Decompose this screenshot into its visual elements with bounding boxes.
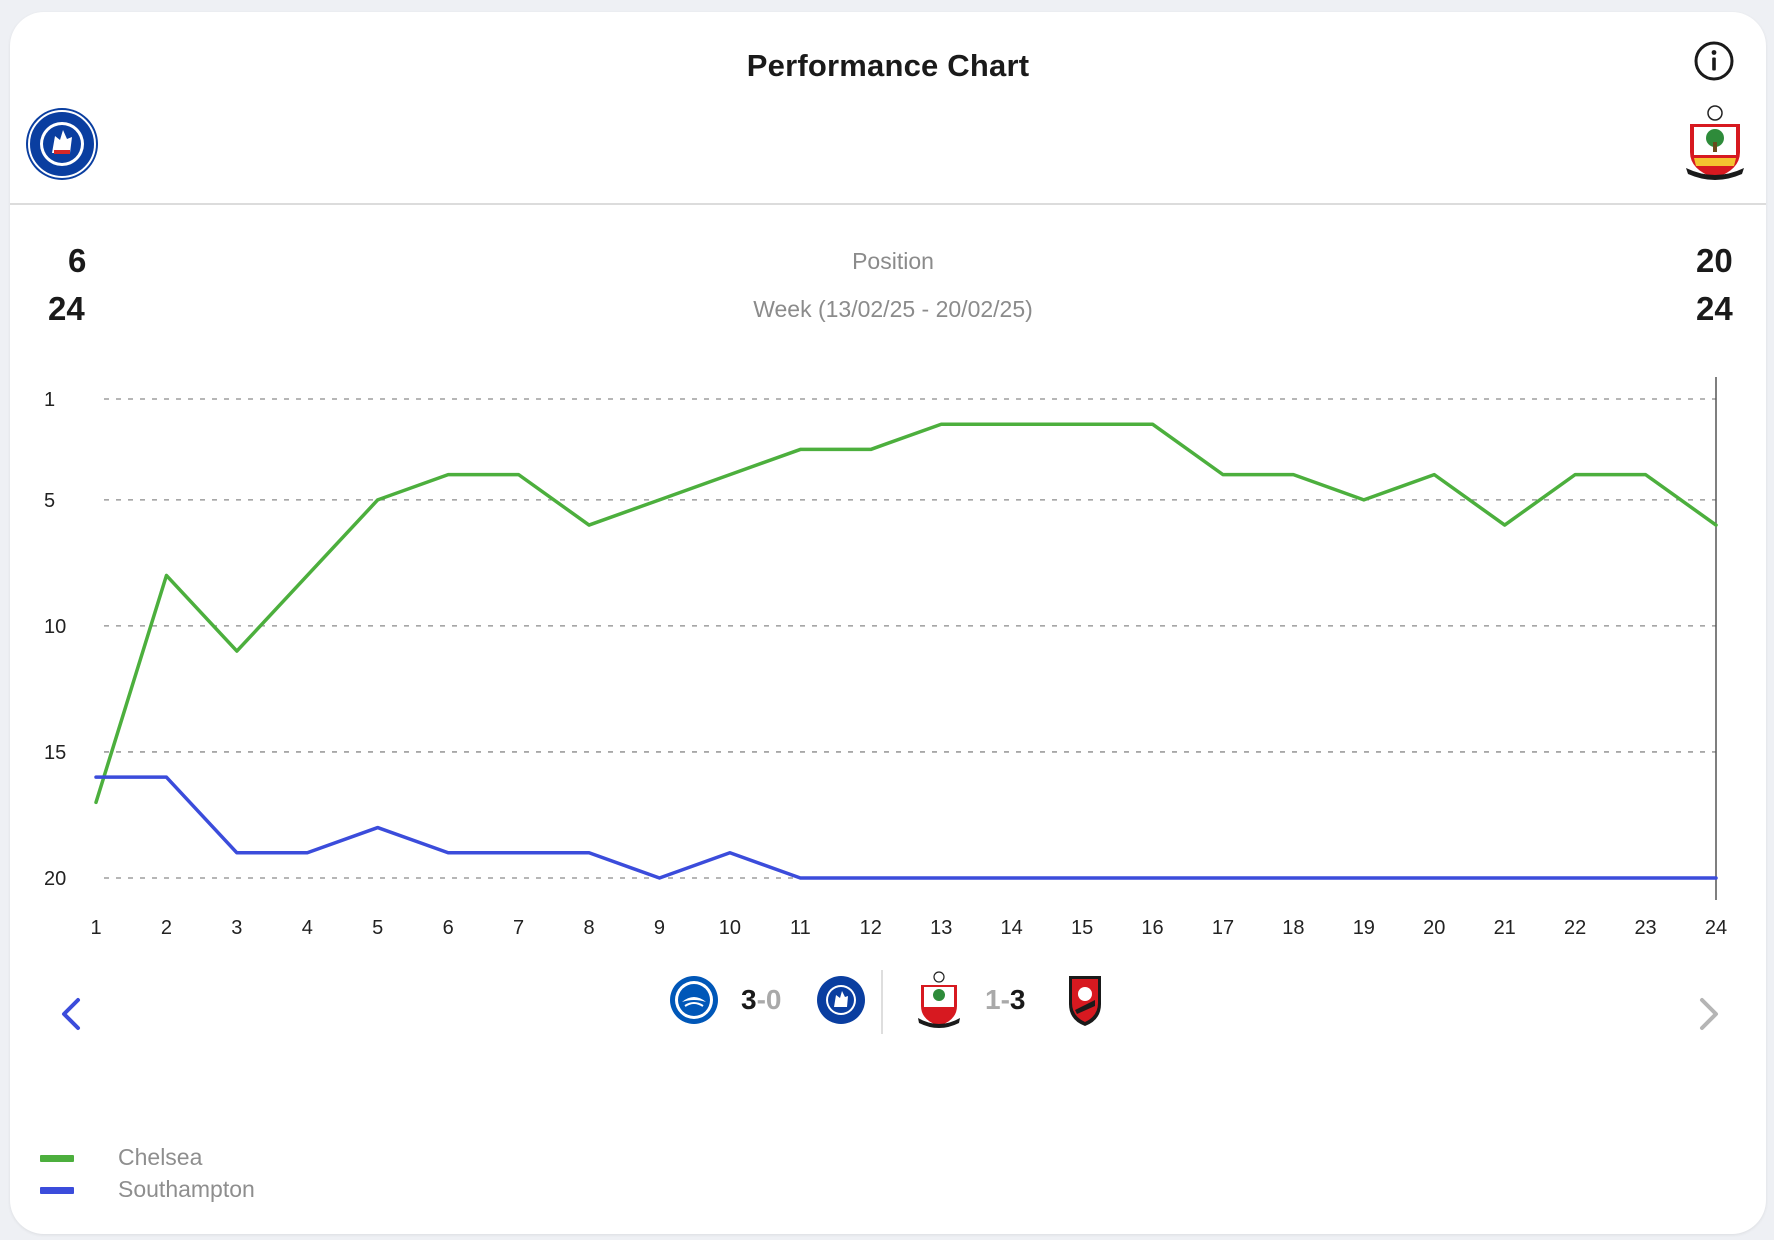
y-tick-label-10: 10 — [44, 616, 66, 638]
x-tick-label-5: 5 — [372, 917, 383, 939]
match-2-away-score: 3 — [1009, 984, 1026, 1015]
chelsea-position: 6 — [68, 242, 87, 279]
y-tick-label-5: 5 — [44, 490, 55, 512]
match-2-score: 1-3 — [985, 984, 1025, 1016]
info-icon[interactable] — [1692, 39, 1736, 83]
x-tick-label-19: 19 — [1353, 917, 1375, 939]
metric-label: Position — [852, 248, 934, 274]
southampton-week: 24 — [1696, 290, 1733, 327]
page-title: Performance Chart — [746, 48, 1030, 83]
period-label: Week (13/02/25 - 20/02/25) — [753, 296, 1033, 322]
match-1-separator: - — [756, 984, 766, 1015]
y-tick-label-1: 1 — [44, 389, 55, 411]
x-tick-label-12: 12 — [860, 917, 882, 939]
x-tick-label-7: 7 — [513, 917, 524, 939]
x-tick-label-1: 1 — [90, 917, 101, 939]
series-line-chelsea — [94, 422, 1718, 805]
x-tick-label-21: 21 — [1494, 917, 1516, 939]
x-tick-label-8: 8 — [583, 917, 594, 939]
match-1-home-score: 3 — [741, 984, 757, 1015]
x-tick-label-16: 16 — [1141, 917, 1163, 939]
x-tick-label-6: 6 — [443, 917, 454, 939]
bournemouth-crest — [1069, 976, 1101, 1026]
x-tick-label-20: 20 — [1423, 917, 1445, 939]
x-tick-label-13: 13 — [930, 917, 952, 939]
x-tick-label-18: 18 — [1282, 917, 1304, 939]
x-tick-label-24: 24 — [1705, 917, 1727, 939]
x-tick-label-9: 9 — [654, 917, 665, 939]
y-tick-label-15: 15 — [44, 742, 66, 764]
x-tick-label-15: 15 — [1071, 917, 1093, 939]
match-1-score: 3-0 — [741, 984, 781, 1016]
legend-swatch-southampton — [40, 1187, 74, 1194]
series-line-southampton — [94, 775, 1718, 880]
x-tick-label-22: 22 — [1564, 917, 1586, 939]
performance-card: Performance Chart — [10, 12, 1766, 1234]
chelsea-crest — [26, 108, 98, 180]
legend-swatch-chelsea — [40, 1155, 74, 1162]
x-tick-label-3: 3 — [231, 917, 242, 939]
legend-label-southampton: Southampton — [118, 1176, 255, 1202]
match-separator — [881, 970, 883, 1034]
southampton-crest — [1686, 105, 1744, 180]
header-divider — [10, 203, 1766, 205]
chevron-left-icon[interactable] — [56, 994, 86, 1034]
x-tick-label-11: 11 — [790, 917, 811, 939]
y-tick-label-20: 20 — [44, 868, 66, 890]
x-tick-label-23: 23 — [1634, 917, 1656, 939]
x-tick-label-2: 2 — [161, 917, 172, 939]
x-tick-label-4: 4 — [302, 917, 313, 939]
chevron-right-icon[interactable] — [1694, 994, 1724, 1034]
x-tick-label-14: 14 — [1001, 917, 1023, 939]
match-1-away-score: 0 — [765, 984, 782, 1015]
southampton-crest-small — [918, 971, 960, 1028]
match-2-separator: - — [1000, 984, 1010, 1015]
chelsea-crest-small — [817, 976, 865, 1024]
southampton-position: 20 — [1696, 242, 1733, 279]
match-2-home-score: 1 — [985, 984, 1001, 1015]
chelsea-week: 24 — [48, 290, 85, 327]
brighton-crest — [670, 976, 718, 1024]
legend-label-chelsea: Chelsea — [118, 1144, 203, 1170]
x-tick-label-17: 17 — [1212, 917, 1234, 939]
x-tick-label-10: 10 — [719, 917, 741, 939]
